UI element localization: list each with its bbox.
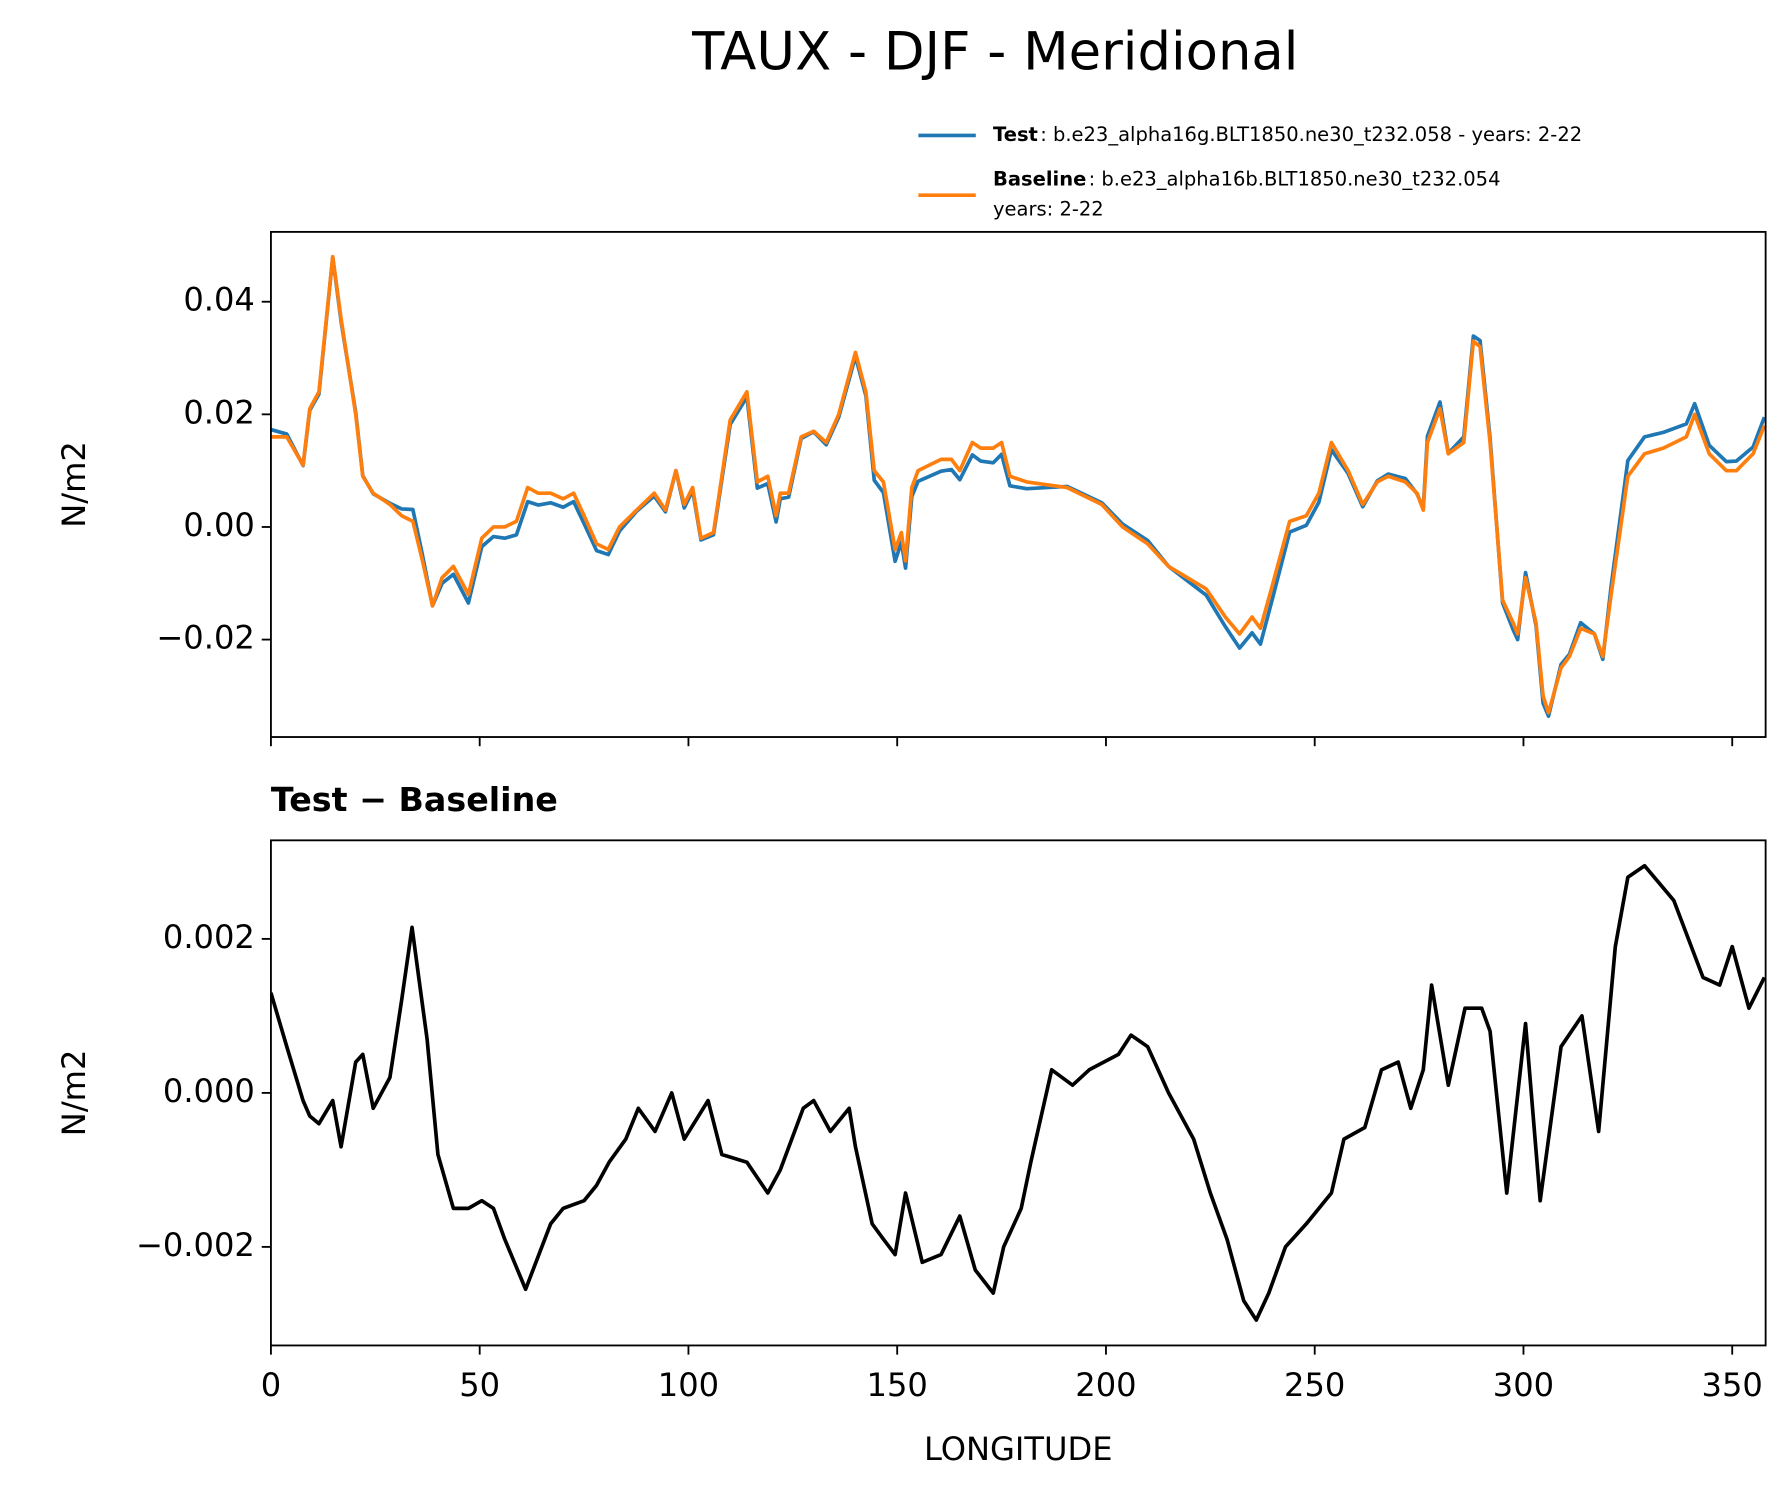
chart-title: TAUX - DJF - Meridional (691, 22, 1298, 83)
series-line (270, 254, 1766, 715)
x-tick-label: 100 (658, 1366, 719, 1404)
series-line (270, 255, 1766, 719)
y-tick-label: 0.04 (183, 281, 255, 319)
y-tick-label: 0.000 (163, 1072, 255, 1110)
legend-name: Test (993, 123, 1038, 146)
x-tick-label: 150 (867, 1366, 928, 1404)
x-tick-label: 350 (1702, 1366, 1763, 1404)
y-axis-label: N/m2 (55, 441, 93, 528)
y-tick-label: 0.002 (163, 918, 255, 956)
y-tick-label: −0.02 (156, 619, 254, 657)
series-line (270, 863, 1766, 1322)
x-tick-label: 300 (1493, 1366, 1554, 1404)
axes-frame (270, 230, 1767, 738)
legend-description: years: 2-22 (993, 198, 1104, 221)
y-tick-label: −0.002 (136, 1226, 255, 1264)
y-tick-label: 0.02 (183, 393, 255, 431)
legend-description: : b.e23_alpha16g.BLT1850.ne30_t232.058 -… (1040, 123, 1582, 146)
y-axis-label: N/m2 (55, 1050, 93, 1137)
subplot-title: Test − Baseline (271, 780, 558, 819)
plot-area: TAUX - DJF - Meridional −0.02 0.00 0.02 0.04… (55, 22, 1767, 1468)
legend-description: : b.e23_alpha16b.BLT1850.ne30_t232.054 (1089, 168, 1501, 191)
x-tick-label: 50 (459, 1366, 500, 1404)
axes-frame (270, 839, 1767, 1347)
legend-name: Baseline (993, 168, 1086, 191)
x-tick-label: 250 (1284, 1366, 1345, 1404)
x-axis-label: LONGITUDE (924, 1430, 1113, 1468)
x-tick-label: 0 (261, 1366, 281, 1404)
y-tick-label: 0.00 (183, 506, 255, 544)
x-tick-label: 200 (1075, 1366, 1136, 1404)
